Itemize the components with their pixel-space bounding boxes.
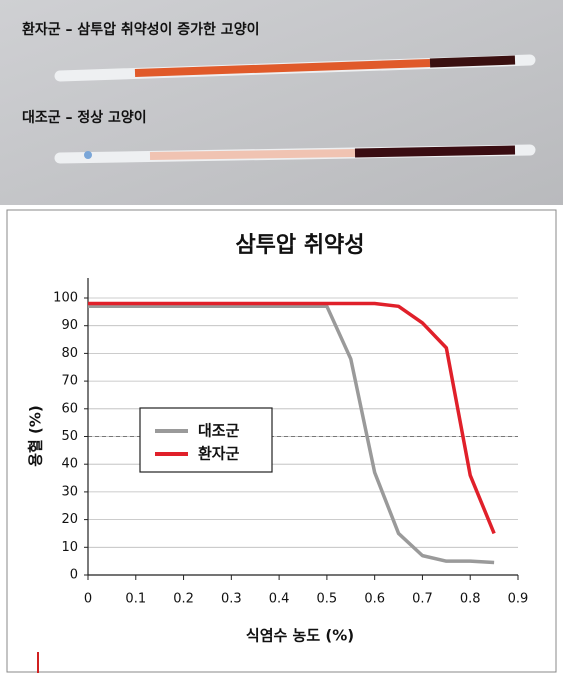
x-tick-label: 0.5 [317, 592, 338, 607]
legend-label: 대조군 [198, 422, 240, 440]
x-tick-label: 0.2 [173, 592, 194, 607]
y-tick-label: 50 [61, 429, 78, 444]
tube-cells [429, 55, 516, 68]
y-tick-label: 100 [53, 291, 78, 306]
x-tick-label: 0.8 [460, 592, 481, 607]
legend-box [139, 407, 273, 473]
x-tick-label: 0.3 [221, 592, 242, 607]
x-tick-label: 0.7 [412, 592, 433, 607]
x-axis-label: 식염수 농도 (%) [246, 627, 354, 645]
y-tick-label: 70 [61, 374, 78, 389]
chart-title: 삼투압 취약성 [235, 233, 364, 258]
y-tick-label: 40 [61, 457, 78, 472]
y-tick-label: 10 [61, 540, 78, 555]
x-tick-label: 0.6 [364, 592, 385, 607]
y-tick-label: 60 [61, 401, 78, 416]
series-line [88, 304, 495, 565]
y-tick-label: 80 [61, 346, 78, 361]
series-line [88, 301, 496, 535]
photo: 환자군 – 삼투압 취약성이 증가한 고양이 대조군 – 정상 고양이 [0, 0, 563, 205]
y-axis-label: 용혈 (%) [27, 405, 45, 467]
tube-cells [354, 145, 516, 158]
tube-cap [84, 151, 92, 159]
photo-label: 대조군 – 정상 고양이 [22, 109, 147, 126]
tube-plasma [149, 149, 356, 160]
y-tick-label: 30 [61, 484, 78, 499]
x-tick-label: 0.9 [508, 592, 529, 607]
y-tick-label: 20 [61, 512, 78, 527]
x-tick-label: 0 [84, 592, 92, 607]
y-tick-label: 0 [70, 568, 78, 583]
photo-label: 환자군 – 삼투압 취약성이 증가한 고양이 [22, 21, 259, 38]
x-tick-label: 0.1 [125, 592, 146, 607]
legend-label: 환자군 [198, 445, 240, 463]
x-tick-label: 0.4 [269, 592, 290, 607]
y-tick-label: 90 [61, 318, 78, 333]
tube-blood [134, 59, 431, 77]
photo-background [0, 0, 563, 205]
